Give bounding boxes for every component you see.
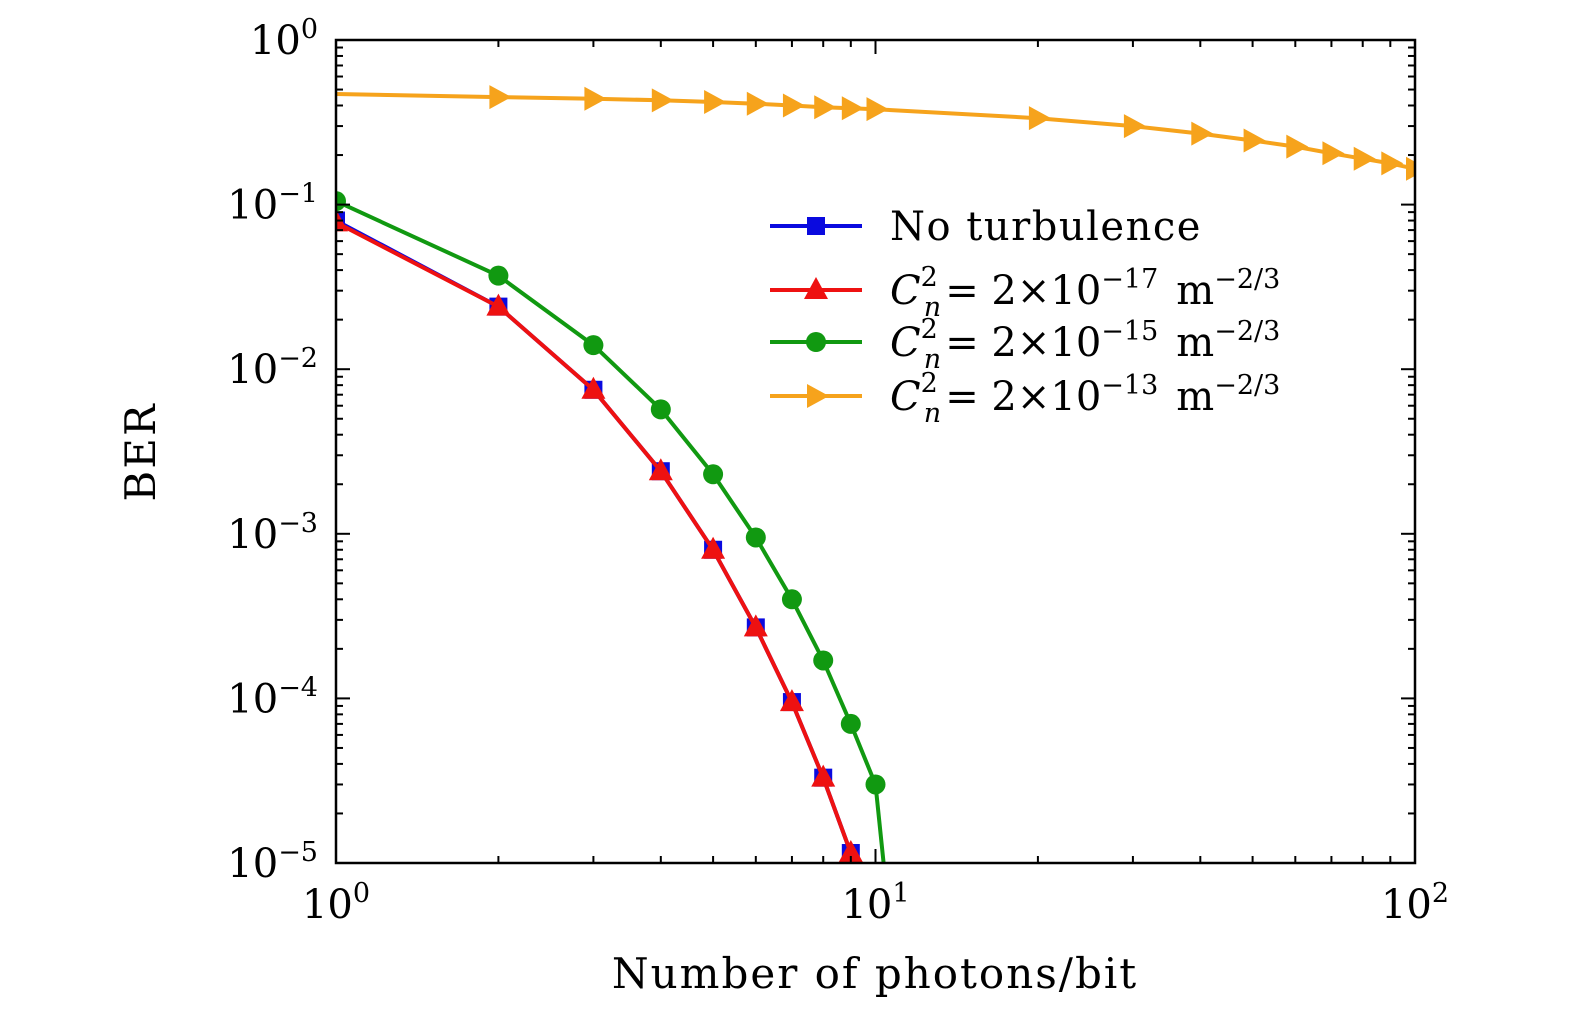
series-line <box>336 199 886 863</box>
data-point <box>1406 156 1415 181</box>
data-point <box>746 91 769 116</box>
series-line <box>336 220 857 863</box>
data-point <box>703 464 724 485</box>
data-point <box>866 97 889 122</box>
y-tick-label: 10−2 <box>227 343 318 393</box>
data-point <box>745 527 766 548</box>
data-point <box>811 764 836 787</box>
series-2 <box>336 209 863 863</box>
data-point <box>1322 141 1345 166</box>
series-4 <box>336 85 1415 181</box>
legend-item-4: C2 n = 2×10−13 m−2/3 <box>770 368 1280 429</box>
y-tick-label: 10−4 <box>227 672 318 722</box>
legend-label: C2 n = 2×10−15 m−2/3 <box>890 314 1280 375</box>
legend-marker <box>806 332 826 352</box>
data-point <box>650 399 671 420</box>
data-point <box>841 96 864 121</box>
data-point <box>1353 146 1376 171</box>
data-point <box>486 293 511 316</box>
data-point <box>488 265 509 286</box>
x-tick-label: 100 <box>302 878 370 928</box>
series-line <box>336 218 857 863</box>
legend-marker <box>807 384 829 408</box>
data-point <box>1123 114 1146 139</box>
data-point <box>813 650 834 671</box>
y-tick-label: 100 <box>250 14 318 64</box>
data-point <box>1381 151 1404 176</box>
data-point <box>704 90 727 115</box>
x-tick-label: 102 <box>1381 878 1449 928</box>
data-point <box>1286 134 1309 159</box>
legend-item-3: C2 n = 2×10−15 m−2/3 <box>770 314 1280 375</box>
y-tick-label: 10−1 <box>227 179 318 229</box>
data-point <box>1028 106 1051 131</box>
legend-label: C2 n = 2×10−13 m−2/3 <box>890 368 1280 429</box>
data-point <box>781 589 802 610</box>
legend-item-2: C2 n = 2×10−17 m−2/3 <box>770 262 1280 323</box>
data-point <box>583 335 604 356</box>
legend-marker <box>804 277 828 299</box>
legend-label: No turbulence <box>890 204 1202 250</box>
data-point <box>838 840 863 863</box>
data-point <box>1191 121 1214 146</box>
y-tick-label: 10−5 <box>227 837 318 887</box>
data-point <box>648 458 673 481</box>
data-point <box>814 95 837 120</box>
data-point <box>743 614 768 637</box>
data-point <box>1243 128 1266 153</box>
data-point <box>584 86 607 111</box>
data-point <box>840 713 861 734</box>
x-tick-label: 101 <box>841 878 909 928</box>
data-point <box>782 93 805 118</box>
legend-marker <box>807 217 825 235</box>
legend-label: C2 n = 2×10−17 m−2/3 <box>890 262 1280 323</box>
data-point <box>336 191 346 212</box>
data-point <box>651 88 674 113</box>
y-axis-label: BER <box>116 402 165 501</box>
data-point <box>489 85 512 110</box>
data-point <box>865 774 886 795</box>
series-layer <box>336 85 1415 863</box>
series-1 <box>336 211 860 863</box>
ticks-layer: 100 101 102 100 10−1 10−2 10−3 10−4 10−5 <box>227 14 1449 928</box>
x-axis-label: Number of photons/bit <box>612 949 1138 998</box>
legend-item-1: No turbulence <box>770 204 1202 250</box>
plot-frame <box>334 38 1417 865</box>
data-point <box>701 536 726 559</box>
data-point <box>581 376 606 399</box>
data-point <box>779 689 804 712</box>
y-tick-label: 10−3 <box>227 508 318 558</box>
series-3 <box>336 191 886 863</box>
